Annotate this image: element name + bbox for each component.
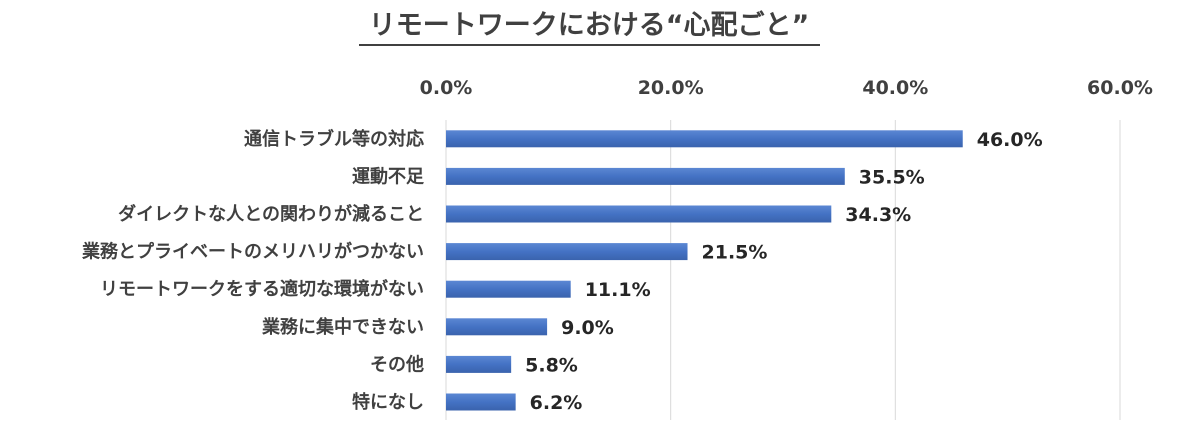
category-label: リモートワークをする適切な環境がない (100, 278, 424, 300)
data-label: 6.2% (530, 392, 583, 414)
x-tick-label: 20.0% (638, 77, 704, 99)
x-tick-label: 0.0% (420, 77, 473, 99)
category-label: 特になし (352, 391, 424, 413)
data-label: 46.0% (977, 129, 1043, 151)
data-label: 11.1% (585, 279, 651, 301)
category-label: 業務とプライベートのメリハリがつかない (81, 241, 424, 263)
x-tick-label: 60.0% (1087, 77, 1153, 99)
data-labels: 46.0% 35.5% 34.3% 21.5% 11.1% 9.0% 5.8% 6.2% (525, 129, 1043, 414)
category-labels: 通信トラブル等の対応運動不足ダイレクトな人との関わりが減ること業務とプライベート… (81, 128, 424, 413)
x-tick-label: 40.0% (862, 77, 928, 99)
bar (446, 318, 548, 336)
x-axis-ticks: 0.0% 20.0% 40.0% 60.0% (420, 77, 1153, 99)
category-label: ダイレクトな人との関わりが減ること (118, 203, 424, 225)
category-label: 通信トラブル等の対応 (244, 128, 424, 150)
bar (446, 393, 516, 411)
data-label: 9.0% (561, 317, 614, 339)
data-label: 5.8% (525, 354, 578, 376)
chart-title: リモートワークにおける“心配ごと” (369, 9, 810, 41)
category-label: 業務に集中できない (261, 316, 424, 338)
bar (446, 280, 571, 298)
data-label: 34.3% (845, 204, 911, 226)
bar (446, 130, 963, 148)
data-label: 35.5% (859, 166, 925, 188)
category-label: 運動不足 (352, 165, 424, 187)
bar (446, 243, 688, 261)
bar (446, 205, 832, 223)
category-label: その他 (370, 353, 424, 375)
data-label: 21.5% (702, 242, 768, 264)
bar (446, 355, 512, 373)
bar (446, 167, 845, 185)
bars (446, 130, 963, 411)
